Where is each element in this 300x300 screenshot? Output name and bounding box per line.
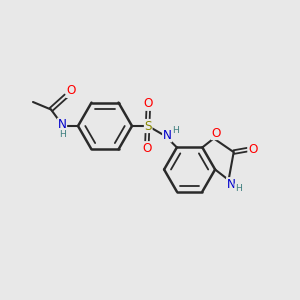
Text: O: O (143, 97, 153, 110)
Text: O: O (248, 143, 257, 156)
Text: O: O (66, 84, 76, 98)
Text: N: N (226, 178, 236, 191)
Text: N: N (163, 129, 172, 142)
Text: H: H (172, 126, 179, 135)
Text: H: H (59, 130, 65, 139)
Text: O: O (212, 127, 221, 140)
Text: O: O (142, 142, 152, 155)
Text: N: N (58, 118, 67, 131)
Text: S: S (145, 119, 152, 133)
Text: H: H (235, 184, 242, 193)
